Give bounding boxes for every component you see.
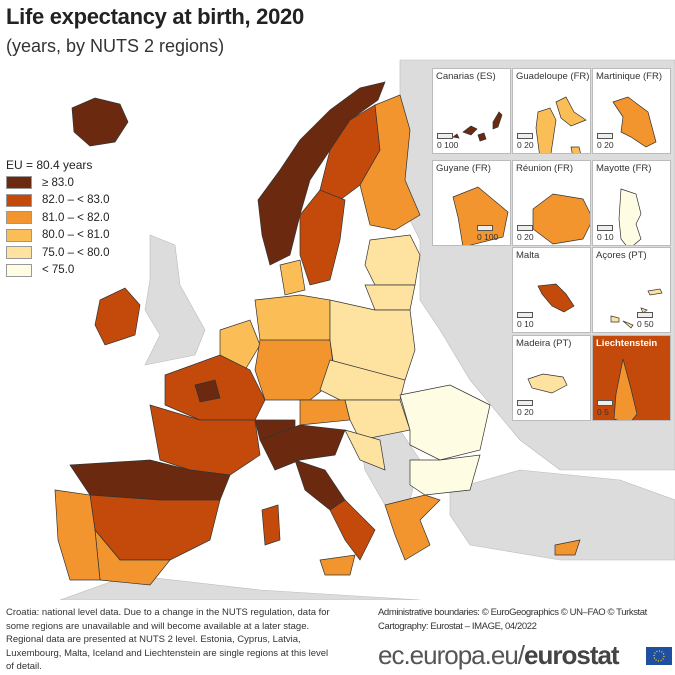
region-estonia-latvia	[364, 234, 421, 286]
inset-shape	[613, 358, 638, 420]
region-romania	[399, 384, 491, 461]
inset-a-ores-pt: Açores (PT) 0 50	[592, 247, 671, 333]
inset-shape	[452, 186, 509, 245]
inset-shape	[452, 111, 503, 142]
brand-domain: ec.europa.eu/	[378, 640, 525, 670]
legend-label: 80.0 – < 81.0	[42, 229, 110, 241]
inset-shape	[532, 193, 590, 245]
inset-label: Liechtenstein	[596, 338, 658, 349]
scale-bar: 0 5	[597, 400, 613, 417]
uk-land	[144, 234, 206, 366]
inset-label: Martinique (FR)	[596, 71, 662, 82]
legend-item: 75.0 – < 80.0	[6, 245, 109, 260]
legend-label: ≥ 83.0	[42, 176, 74, 189]
region-italy-north	[259, 424, 346, 471]
region-iceland	[71, 97, 129, 147]
scale-bar: 0 50	[637, 312, 654, 329]
region-france-paris	[194, 379, 221, 403]
inset-label: Madeira (PT)	[516, 338, 572, 349]
inset-shape	[527, 373, 568, 394]
region-italy-south	[329, 499, 376, 561]
boundaries-credit: Administrative boundaries: © EuroGeograp…	[378, 607, 647, 618]
legend-label: 82.0 – < 83.0	[42, 194, 110, 206]
eu-flag-icon	[646, 647, 672, 665]
inset-label: Guyane (FR)	[436, 163, 491, 174]
region-italy-centre	[294, 459, 346, 511]
legend: EU = 80.4 years ≥ 83.0 82.0 – < 83.0 81.0 …	[6, 158, 109, 280]
eurostat-logo[interactable]: ec.europa.eu/eurostat	[378, 640, 620, 671]
scale-bar: 0 10	[517, 312, 534, 329]
region-finland	[359, 94, 421, 231]
inset-r-union-fr: Réunion (FR) 0 20	[512, 160, 591, 246]
legend-item: < 75.0	[6, 263, 109, 278]
region-sicily	[319, 554, 356, 576]
map-title: Life expectancy at birth, 2020	[6, 4, 304, 29]
legend-swatch	[6, 176, 32, 189]
region-norway	[257, 81, 386, 266]
region-ireland	[94, 287, 141, 346]
legend-item: 81.0 – < 82.0	[6, 210, 109, 225]
legend-swatch	[6, 246, 32, 259]
inset-shape	[618, 188, 642, 245]
brand-name: eurostat	[524, 640, 620, 670]
region-croatia	[344, 429, 386, 471]
inset-label: Mayotte (FR)	[596, 163, 652, 174]
legend-swatch	[6, 211, 32, 224]
scale-bar: 0 20	[597, 133, 614, 150]
scale-bar: 0 20	[517, 225, 534, 242]
region-sardinia	[261, 504, 281, 546]
legend-swatch	[6, 193, 32, 207]
inset-liechtenstein: Liechtenstein 0 5	[592, 335, 671, 421]
region-hungary	[344, 399, 411, 441]
region-germany-north	[254, 294, 331, 346]
inset-martinique-fr: Martinique (FR) 0 20	[592, 68, 671, 154]
region-greece	[384, 494, 441, 561]
legend-swatch	[6, 228, 32, 242]
footnote: Croatia: national level data. Due to a c…	[6, 607, 330, 673]
inset-guyane-fr: Guyane (FR) 0 100	[432, 160, 511, 246]
inset-label: Réunion (FR)	[516, 163, 574, 174]
inset-label: Canarias (ES)	[436, 71, 496, 82]
region-sweden-south	[299, 189, 346, 286]
legend-item: ≥ 83.0	[6, 175, 109, 190]
turkey-land	[449, 469, 675, 561]
scale-bar: 0 20	[517, 133, 534, 150]
legend-eu-average: EU = 80.4 years	[6, 158, 93, 172]
scale-bar: 0 10	[597, 225, 614, 242]
inset-shape	[612, 96, 657, 148]
region-lithuania	[364, 284, 416, 311]
inset-guadeloupe-fr: Guadeloupe (FR) 0 20	[512, 68, 591, 154]
legend-label: 75.0 – < 80.0	[42, 246, 110, 259]
inset-canarias-es: Canarias (ES) 0 100	[432, 68, 511, 154]
scale-bar: 0 100	[437, 133, 458, 150]
map-subtitle: (years, by NUTS 2 regions)	[6, 36, 225, 56]
region-austria	[299, 399, 351, 426]
inset-shape	[535, 96, 587, 153]
legend-label: < 75.0	[42, 264, 75, 276]
scale-bar: 0 20	[517, 400, 534, 417]
scale-bar: 0 100	[477, 225, 498, 242]
inset-label: Guadeloupe (FR)	[516, 71, 590, 82]
legend-item: 82.0 – < 83.0	[6, 193, 109, 208]
region-cyprus	[554, 539, 581, 556]
cartography-credit: Cartography: Eurostat – IMAGE, 04/2022	[378, 620, 537, 632]
credits: Administrative boundaries: © EuroGeograp…	[378, 606, 647, 633]
legend-swatch	[6, 263, 32, 277]
region-france-south	[149, 404, 261, 476]
inset-shape	[537, 283, 575, 313]
inset-malta: Malta 0 10	[512, 247, 591, 333]
region-denmark	[279, 259, 306, 296]
inset-label: Açores (PT)	[596, 250, 647, 261]
inset-shape	[610, 288, 663, 329]
legend-item: 80.0 – < 81.0	[6, 228, 109, 243]
legend-label: 81.0 – < 82.0	[42, 211, 110, 224]
region-portugal	[54, 489, 101, 581]
inset-mayotte-fr: Mayotte (FR) 0 10	[592, 160, 671, 246]
region-bulgaria	[409, 454, 481, 496]
inset-label: Malta	[516, 250, 540, 261]
inset-madeira-pt: Madeira (PT) 0 20	[512, 335, 591, 421]
